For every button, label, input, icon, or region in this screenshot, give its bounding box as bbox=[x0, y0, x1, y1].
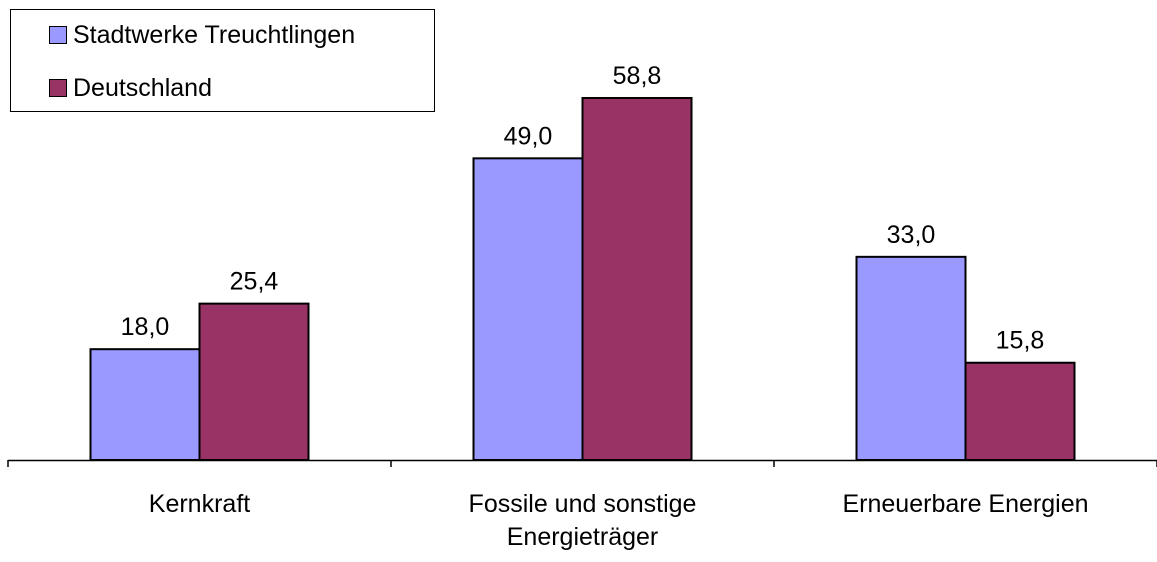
bar-deutschland-2 bbox=[964, 361, 1076, 462]
bar-stadtwerke-1 bbox=[472, 157, 584, 461]
legend-label-stadtwerke: Stadtwerke Treuchtlingen bbox=[73, 20, 356, 49]
bar-deutschland-0 bbox=[198, 302, 310, 461]
legend-item-deutschland: Deutschland bbox=[49, 73, 212, 103]
data-label-deutschland-1: 58,8 bbox=[613, 62, 662, 90]
category-label-0: Kernkraft bbox=[149, 490, 250, 518]
data-label-stadtwerke-2: 33,0 bbox=[887, 221, 936, 249]
legend-swatch-stadtwerke bbox=[49, 26, 67, 44]
legend-label-deutschland: Deutschland bbox=[73, 73, 212, 102]
data-label-stadtwerke-0: 18,0 bbox=[121, 313, 170, 341]
bar-deutschland-1 bbox=[581, 97, 693, 461]
bar-stadtwerke-0 bbox=[89, 348, 201, 462]
legend: Stadtwerke Treuchtlingen Deutschland bbox=[10, 9, 435, 112]
legend-item-stadtwerke: Stadtwerke Treuchtlingen bbox=[49, 20, 355, 50]
data-label-stadtwerke-1: 49,0 bbox=[504, 122, 553, 150]
data-label-deutschland-0: 25,4 bbox=[230, 268, 279, 296]
bar-stadtwerke-2 bbox=[855, 255, 967, 461]
data-label-deutschland-2: 15,8 bbox=[996, 327, 1045, 355]
category-label-2: Erneuerbare Energien bbox=[843, 490, 1089, 518]
legend-swatch-deutschland bbox=[49, 79, 67, 97]
category-label-1: Fossile und sonstige Energieträger bbox=[469, 490, 697, 551]
